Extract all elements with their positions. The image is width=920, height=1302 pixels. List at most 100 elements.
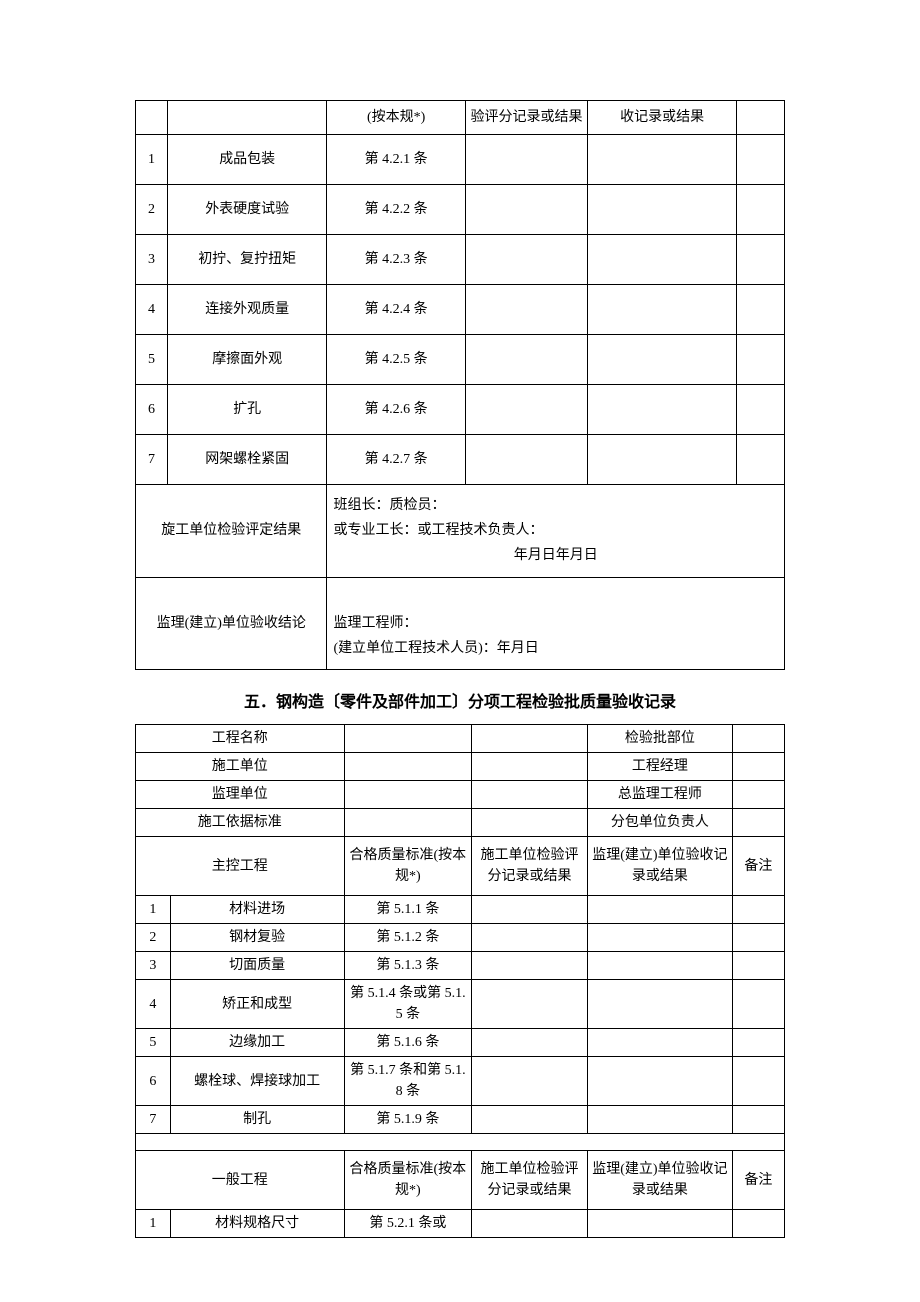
col-result-header: 收记录或结果 (588, 101, 737, 135)
row-name: 螺栓球、焊接球加工 (170, 1057, 344, 1106)
blank-cell (136, 101, 168, 135)
row-rec (465, 335, 587, 385)
info-val (472, 753, 588, 781)
row-name: 材料规格尺寸 (170, 1210, 344, 1238)
info-val (472, 809, 588, 837)
row-rec (465, 235, 587, 285)
info-key: 检验批部位 (587, 725, 732, 753)
row-res (587, 896, 732, 924)
row-res (587, 1029, 732, 1057)
sig-line: (建立单位工程技术人员)：年月日 (333, 636, 778, 661)
blank-cell (167, 101, 327, 135)
row-note (737, 135, 785, 185)
info-key: 工程名称 (136, 725, 345, 753)
row-rec (472, 896, 588, 924)
hdr-std: 合格质量标准(按本规*) (344, 837, 471, 896)
sig-supervision-block: 监理工程师： (建立单位工程技术人员)：年月日 (327, 577, 785, 670)
row-std: 第 4.2.2 条 (327, 185, 465, 235)
row-std: 第 4.2.7 条 (327, 435, 465, 485)
row-num: 1 (136, 896, 171, 924)
row-num: 7 (136, 1106, 171, 1134)
hdr-rec: 施工单位检验评分记录或结果 (472, 1151, 588, 1210)
row-rec (472, 952, 588, 980)
row-note (732, 896, 784, 924)
row-res (587, 1106, 732, 1134)
info-val (732, 781, 784, 809)
info-key: 分包单位负责人 (587, 809, 732, 837)
row-note (737, 285, 785, 335)
sig-construction-label: 旋工单位检验评定结果 (136, 485, 327, 578)
row-num: 1 (136, 135, 168, 185)
row-rec (465, 435, 587, 485)
sig-supervision-label: 监理(建立)单位验收结论 (136, 577, 327, 670)
row-res (588, 135, 737, 185)
row-num: 3 (136, 235, 168, 285)
row-name: 切面质量 (170, 952, 344, 980)
info-val (732, 725, 784, 753)
sig-date-line: 年月日年月日 (333, 543, 778, 568)
row-res (587, 1057, 732, 1106)
row-std: 第 4.2.5 条 (327, 335, 465, 385)
sig-line: 或专业工长：或工程技术负责人： (333, 518, 778, 543)
col-record-header: 验评分记录或结果 (465, 101, 587, 135)
sig-construction-block: 班组长：质检员： 或专业工长：或工程技术负责人： 年月日年月日 (327, 485, 785, 578)
row-rec (472, 980, 588, 1029)
document-page: (按本规*) 验评分记录或结果 收记录或结果 1成品包装第 4.2.1 条 2外… (0, 0, 920, 1298)
info-val (344, 781, 471, 809)
row-note (737, 335, 785, 385)
row-name: 初拧、复拧扭矩 (167, 235, 327, 285)
hdr-note: 备注 (732, 1151, 784, 1210)
row-name: 材料进场 (170, 896, 344, 924)
row-note (737, 435, 785, 485)
row-note (732, 1057, 784, 1106)
row-rec (472, 1106, 588, 1134)
row-num: 5 (136, 335, 168, 385)
row-std: 第 5.1.7 条和第 5.1.8 条 (344, 1057, 471, 1106)
row-name: 网架螺栓紧固 (167, 435, 327, 485)
row-num: 5 (136, 1029, 171, 1057)
hdr-note: 备注 (732, 837, 784, 896)
row-rec (472, 924, 588, 952)
info-val (732, 753, 784, 781)
row-name: 扩孔 (167, 385, 327, 435)
info-val (732, 809, 784, 837)
hdr-res: 监理(建立)单位验收记录或结果 (587, 837, 732, 896)
row-std: 第 4.2.4 条 (327, 285, 465, 335)
row-num: 2 (136, 185, 168, 235)
hdr-res: 监理(建立)单位验收记录或结果 (587, 1151, 732, 1210)
inspection-table-1: (按本规*) 验评分记录或结果 收记录或结果 1成品包装第 4.2.1 条 2外… (135, 100, 785, 670)
row-res (588, 285, 737, 335)
spacer-row (136, 1134, 785, 1151)
row-std: 第 4.2.3 条 (327, 235, 465, 285)
row-rec (472, 1210, 588, 1238)
row-rec (465, 385, 587, 435)
row-rec (472, 1029, 588, 1057)
row-name: 成品包装 (167, 135, 327, 185)
col-std-header: (按本规*) (327, 101, 465, 135)
row-note (732, 1029, 784, 1057)
hdr-main-item: 主控工程 (136, 837, 345, 896)
info-key: 施工单位 (136, 753, 345, 781)
row-num: 3 (136, 952, 171, 980)
row-note (737, 235, 785, 285)
info-key: 工程经理 (587, 753, 732, 781)
info-key: 监理单位 (136, 781, 345, 809)
row-name: 钢材复验 (170, 924, 344, 952)
row-name: 摩擦面外观 (167, 335, 327, 385)
row-res (588, 235, 737, 285)
row-num: 4 (136, 980, 171, 1029)
row-note (732, 1210, 784, 1238)
row-note (737, 385, 785, 435)
row-name: 制孔 (170, 1106, 344, 1134)
row-std: 第 5.1.4 条或第 5.1.5 条 (344, 980, 471, 1029)
row-note (732, 952, 784, 980)
hdr-general-item: 一般工程 (136, 1151, 345, 1210)
blank-cell (737, 101, 785, 135)
inspection-table-2: 工程名称检验批部位 施工单位工程经理 监理单位总监理工程师 施工依据标准分包单位… (135, 724, 785, 1238)
row-res (588, 435, 737, 485)
row-num: 6 (136, 1057, 171, 1106)
row-num: 6 (136, 385, 168, 435)
info-val (472, 725, 588, 753)
row-num: 7 (136, 435, 168, 485)
row-name: 连接外观质量 (167, 285, 327, 335)
